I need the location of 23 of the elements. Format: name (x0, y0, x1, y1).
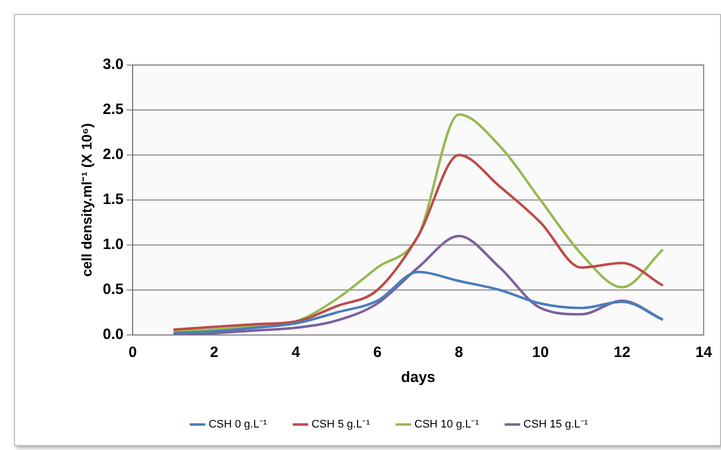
y-axis-title: cell density.ml⁻¹ (X 10⁶) (78, 123, 94, 277)
legend-label: CSH 10 g.L⁻¹ (414, 418, 480, 431)
y-tick-label: 2.0 (102, 146, 124, 164)
x-tick-label: 6 (373, 344, 382, 362)
x-tick-label: 8 (454, 344, 464, 362)
legend-label: CSH 0 g.L⁻¹ (208, 418, 268, 431)
x-tick-label: 0 (128, 344, 137, 362)
legend-label: CSH 15 g.L⁻¹ (523, 418, 588, 431)
line-series (172, 154, 664, 331)
y-tick-label: 3.0 (102, 56, 124, 74)
x-tick-label: 12 (614, 344, 630, 362)
y-tick-label: 2.5 (102, 101, 124, 118)
x-tick-label: 10 (532, 344, 549, 362)
x-axis-title: days (401, 369, 436, 386)
x-tick-label: 2 (210, 344, 218, 362)
y-tick-label: 0.5 (102, 281, 124, 298)
y-tick-label: 1.5 (102, 191, 124, 208)
x-tick-label: 14 (695, 344, 713, 362)
x-tick-label: 4 (292, 344, 301, 362)
y-tick-label: 0.0 (102, 326, 124, 344)
line-series (172, 270, 664, 334)
y-tick-label: 1.0 (102, 236, 124, 254)
legend-label: CSH 5 g.L⁻¹ (311, 418, 370, 431)
